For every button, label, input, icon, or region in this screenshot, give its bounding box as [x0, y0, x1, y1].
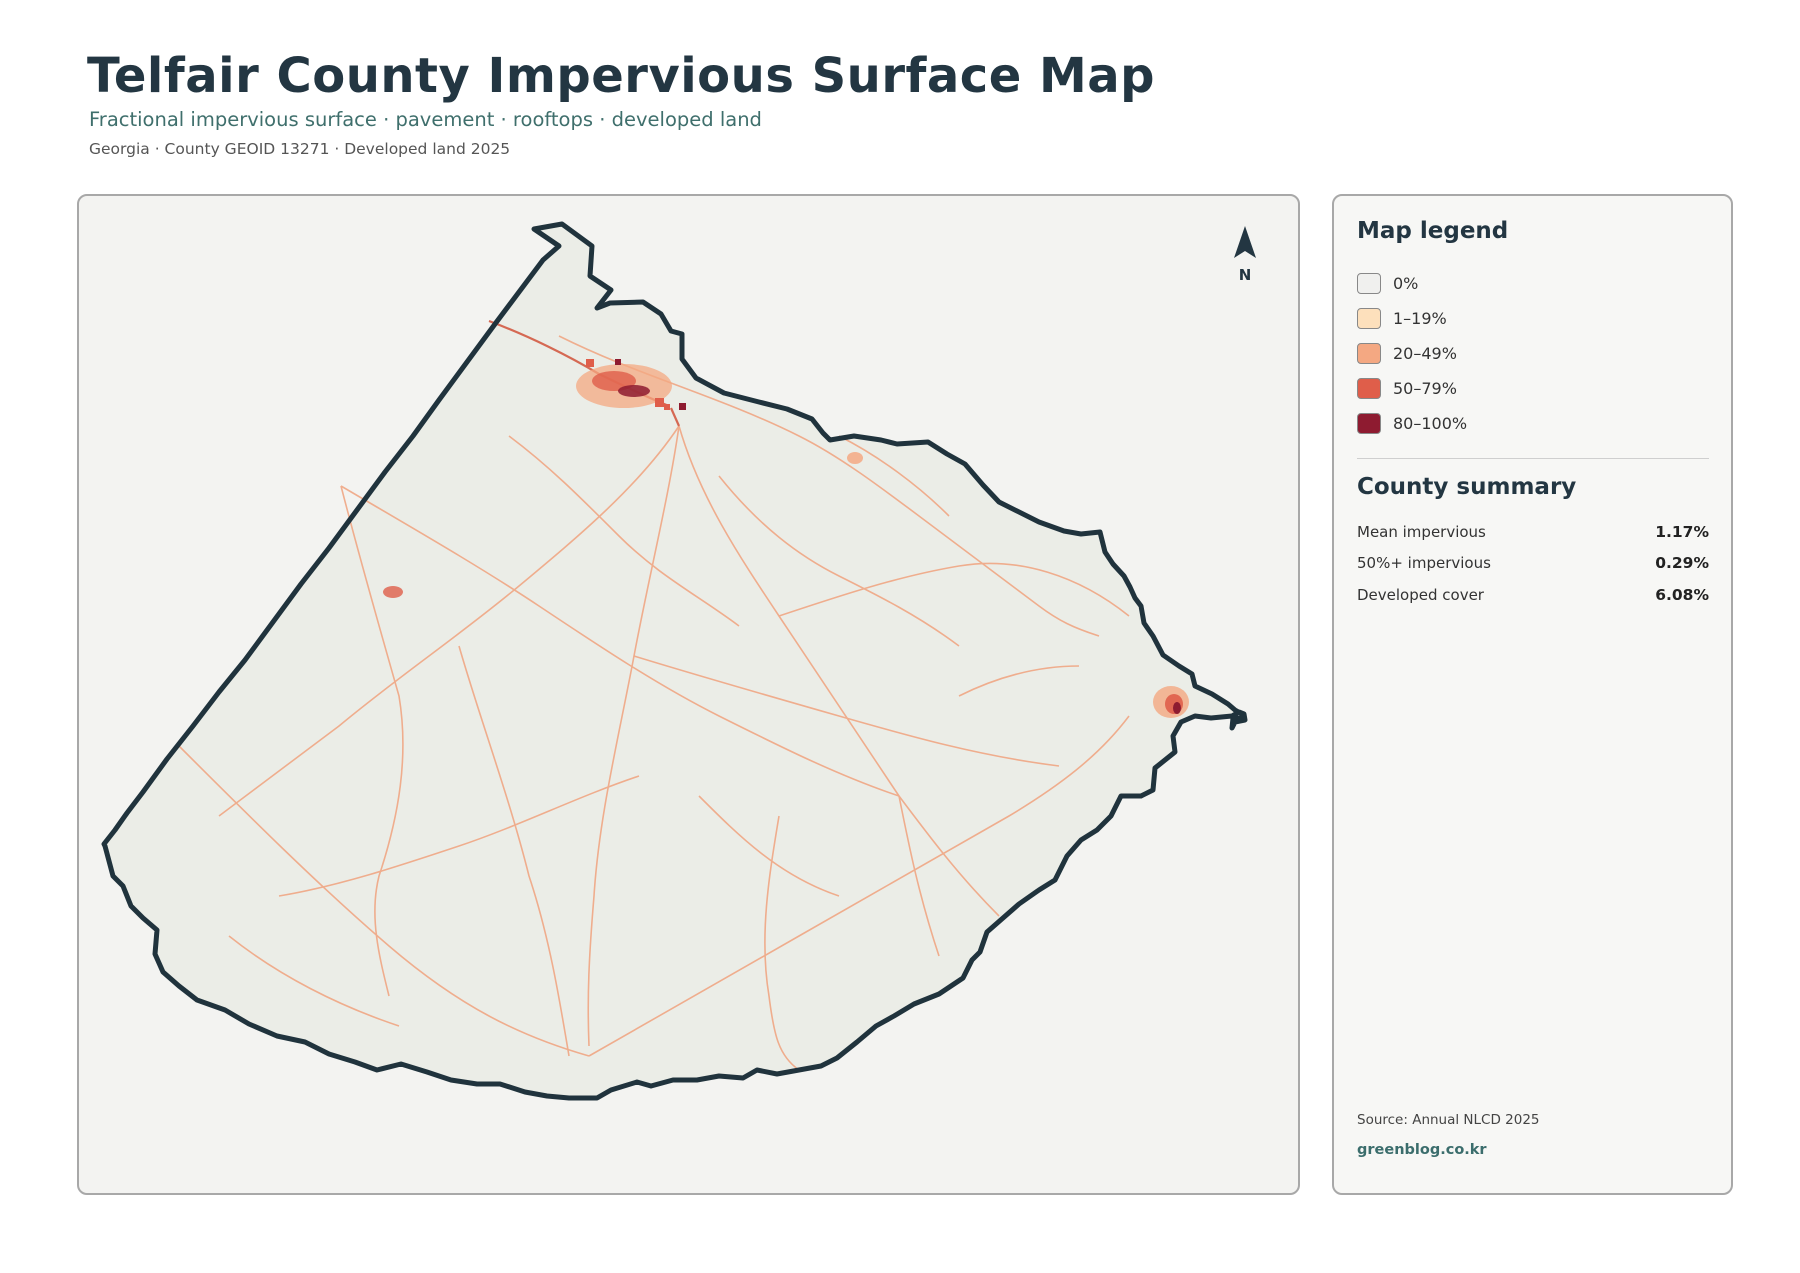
legend-swatch	[1357, 378, 1381, 399]
summary-stats: Mean impervious 1.17% 50%+ impervious 0.…	[1357, 516, 1709, 611]
county-map[interactable]	[79, 196, 1300, 1195]
urban-cluster-north	[576, 359, 686, 410]
legend-label: 80–100%	[1393, 414, 1468, 433]
legend-swatch	[1357, 413, 1381, 434]
legend-item-4: 80–100%	[1357, 406, 1467, 441]
urban-cluster-west	[383, 586, 403, 598]
legend-swatch	[1357, 273, 1381, 294]
stat-row-mean: Mean impervious 1.17%	[1357, 516, 1709, 548]
legend-swatch	[1357, 343, 1381, 364]
legend-label: 50–79%	[1393, 379, 1457, 398]
legend-item-3: 50–79%	[1357, 371, 1467, 406]
legend-title: Map legend	[1357, 218, 1509, 244]
county-area	[104, 224, 1245, 1098]
legend-swatch	[1357, 308, 1381, 329]
summary-title: County summary	[1357, 474, 1577, 500]
legend-label: 0%	[1393, 274, 1419, 293]
map-panel[interactable]	[77, 194, 1300, 1195]
urban-cluster-southeast	[847, 452, 863, 464]
source-note: Source: Annual NLCD 2025	[1357, 1112, 1540, 1128]
legend-label: 1–19%	[1393, 309, 1447, 328]
stat-label: Developed cover	[1357, 585, 1484, 604]
north-arrow-icon	[1234, 226, 1256, 258]
legend-label: 20–49%	[1393, 344, 1457, 363]
page-subtitle: Fractional impervious surface · pavement…	[89, 108, 762, 131]
credit-link[interactable]: greenblog.co.kr	[1357, 1142, 1487, 1158]
stat-label: 50%+ impervious	[1357, 554, 1491, 573]
stat-value: 0.29%	[1655, 554, 1709, 573]
legend-items: 0% 1–19% 20–49% 50–79% 80–100%	[1357, 266, 1467, 441]
north-label: N	[1238, 266, 1252, 284]
legend-divider	[1357, 458, 1709, 459]
urban-cluster-east	[1153, 686, 1189, 718]
north-arrow: N	[1230, 224, 1260, 284]
stat-row-high: 50%+ impervious 0.29%	[1357, 548, 1709, 580]
legend-item-0: 0%	[1357, 266, 1467, 301]
legend-item-1: 1–19%	[1357, 301, 1467, 336]
stat-value: 1.17%	[1655, 522, 1709, 541]
legend-item-2: 20–49%	[1357, 336, 1467, 371]
stat-label: Mean impervious	[1357, 522, 1486, 541]
stat-row-developed: Developed cover 6.08%	[1357, 579, 1709, 611]
road-network	[178, 335, 1130, 1071]
county-boundary	[101, 221, 1248, 1101]
legend-panel: Map legend 0% 1–19% 20–49% 50–79% 80–100…	[1332, 194, 1733, 1195]
page-title: Telfair County Impervious Surface Map	[87, 48, 1156, 104]
stat-value: 6.08%	[1655, 585, 1709, 604]
page-meta: Georgia · County GEOID 13271 · Developed…	[89, 140, 511, 158]
